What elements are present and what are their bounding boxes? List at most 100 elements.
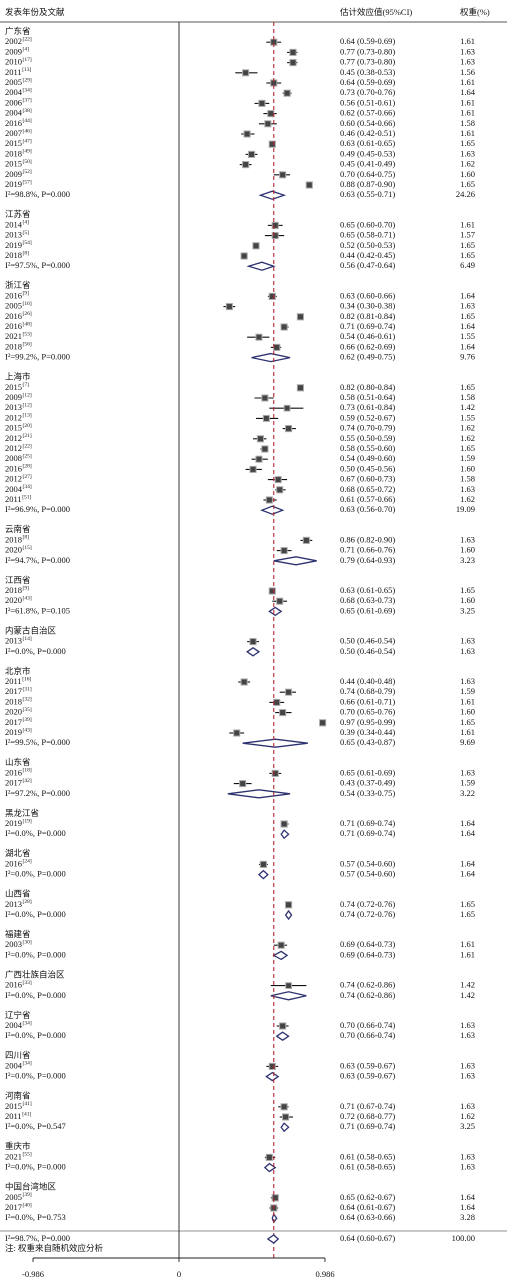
overall-heterogeneity: I²=98.7%, P=0.000 — [5, 1233, 70, 1243]
weight-label: 1.58 — [460, 474, 475, 484]
effect-label: 0.65 (0.58-0.71) — [340, 230, 395, 240]
effect-label: 0.86 (0.82-0.90) — [340, 534, 395, 544]
study-ref: [9] — [23, 291, 30, 297]
study-label: 2005 — [5, 77, 22, 87]
study-label: 2014 — [5, 219, 23, 229]
study-box — [279, 709, 287, 717]
weight-label: 1.64 — [460, 869, 476, 879]
header-effect: 估计效应值(95%CI) — [340, 7, 412, 17]
weight-label: 9.69 — [460, 737, 475, 747]
weight-label: 1.55 — [460, 412, 475, 422]
effect-label: 0.71 (0.69-0.74) — [340, 321, 395, 331]
effect-label: 0.60 (0.54-0.66) — [340, 118, 395, 128]
study-ref: [22] — [23, 36, 32, 42]
study-label: 2004 — [5, 1060, 23, 1070]
study-label: 2013 — [5, 636, 22, 646]
weight-label: 1.64 — [460, 290, 476, 300]
study-box — [279, 171, 287, 179]
weight-label: 1.63 — [460, 57, 475, 67]
pooled-diamond — [272, 950, 289, 961]
weight-label: 3.23 — [460, 555, 475, 565]
effect-label: 0.65 (0.60-0.70) — [340, 219, 395, 229]
study-box — [279, 1022, 287, 1030]
weight-label: 1.62 — [460, 494, 475, 504]
effect-label: 0.39 (0.34-0.44) — [340, 727, 395, 737]
study-label: 2018 — [5, 696, 22, 706]
study-box — [271, 1194, 279, 1202]
study-label: 2004 — [5, 1020, 23, 1030]
effect-label: 0.58 (0.55-0.60) — [340, 443, 395, 453]
pooled-diamond — [268, 606, 283, 617]
study-label: 2016 — [5, 321, 22, 331]
weight-label: 1.60 — [460, 545, 475, 555]
pooled-diamond — [245, 647, 261, 657]
effect-label: 0.74 (0.72-0.76) — [340, 909, 395, 919]
heterogeneity: I²=0.0%, P=0.000 — [5, 646, 66, 656]
effect-label: 0.68 (0.65-0.72) — [340, 484, 395, 494]
heterogeneity: I²=0.0%, P=0.000 — [5, 909, 66, 919]
study-ref: [9] — [23, 585, 30, 591]
study-label: 2015 — [5, 382, 22, 392]
effect-label: 0.64 (0.63-0.66) — [340, 1212, 395, 1222]
effect-label: 0.49 (0.45-0.53) — [340, 148, 395, 158]
effect-label: 0.61 (0.58-0.65) — [340, 1151, 395, 1161]
study-label: 2015 — [5, 159, 22, 169]
weight-label: 3.25 — [460, 1121, 475, 1131]
heterogeneity: I²=0.0%, P=0.547 — [5, 1121, 66, 1131]
header-study: 发表年份及文献 — [5, 7, 65, 17]
effect-label: 0.79 (0.64-0.93) — [340, 555, 395, 565]
group-name: 江苏省 — [5, 209, 31, 219]
weight-label: 1.63 — [460, 1101, 475, 1111]
study-ref: [22] — [23, 443, 32, 449]
study-label: 2012 — [5, 412, 22, 422]
effect-label: 0.71 (0.69-0.74) — [340, 1121, 395, 1131]
weight-label: 1.61 — [460, 97, 475, 107]
heterogeneity: I²=99.2%, P=0.000 — [5, 352, 70, 362]
study-ref: [13] — [22, 67, 31, 73]
pooled-diamond — [280, 1122, 290, 1133]
heterogeneity: I²=0.0%, P=0.000 — [5, 990, 66, 1000]
study-ref: [16] — [22, 676, 31, 682]
weight-label: 1.65 — [460, 240, 475, 250]
effect-label: 0.74 (0.72-0.76) — [340, 899, 395, 909]
effect-label: 0.65 (0.62-0.67) — [340, 1192, 395, 1202]
weight-label: 1.64 — [460, 828, 476, 838]
effect-label: 0.74 (0.62-0.86) — [340, 980, 395, 990]
heterogeneity: I²=99.5%, P=0.000 — [5, 737, 70, 747]
study-label: 2016 — [5, 463, 22, 473]
study-ref: [8] — [23, 535, 30, 541]
study-box — [242, 69, 250, 77]
study-label: 2020 — [5, 545, 22, 555]
weight-label: 1.64 — [460, 87, 476, 97]
study-ref: [48] — [23, 321, 32, 327]
study-box — [283, 404, 291, 412]
pooled-diamond — [246, 261, 276, 271]
weight-label: 1.65 — [460, 138, 475, 148]
weight-label: 1.58 — [460, 118, 475, 128]
study-label: 2007 — [5, 128, 22, 138]
effect-label: 0.64 (0.59-0.69) — [340, 36, 395, 46]
effect-label: 0.63 (0.59-0.67) — [340, 1060, 395, 1070]
weight-label: 6.49 — [460, 260, 475, 270]
group-name: 江西省 — [5, 575, 31, 585]
study-ref: [12] — [23, 402, 32, 408]
effect-label: 0.43 (0.37-0.49) — [340, 778, 395, 788]
weight-label: 3.28 — [460, 1212, 475, 1222]
effect-label: 0.50 (0.46-0.54) — [340, 636, 395, 646]
weight-label: 1.61 — [460, 949, 475, 959]
study-label: 2015 — [5, 1101, 22, 1111]
effect-label: 0.69 (0.64-0.73) — [340, 949, 395, 959]
weight-label: 1.59 — [460, 778, 475, 788]
weight-label: 1.65 — [460, 899, 475, 909]
weight-label: 1.64 — [460, 1192, 476, 1202]
study-label: 2018 — [5, 250, 22, 260]
study-label: 2006 — [5, 97, 22, 107]
weight-label: 1.63 — [460, 46, 475, 56]
study-box — [256, 435, 264, 443]
study-box — [268, 292, 276, 300]
study-box — [271, 232, 279, 240]
effect-label: 0.73 (0.70-0.76) — [340, 87, 395, 97]
weight-label: 1.61 — [460, 77, 475, 87]
study-label: 2011 — [5, 1111, 22, 1121]
study-ref: [8] — [23, 250, 30, 256]
